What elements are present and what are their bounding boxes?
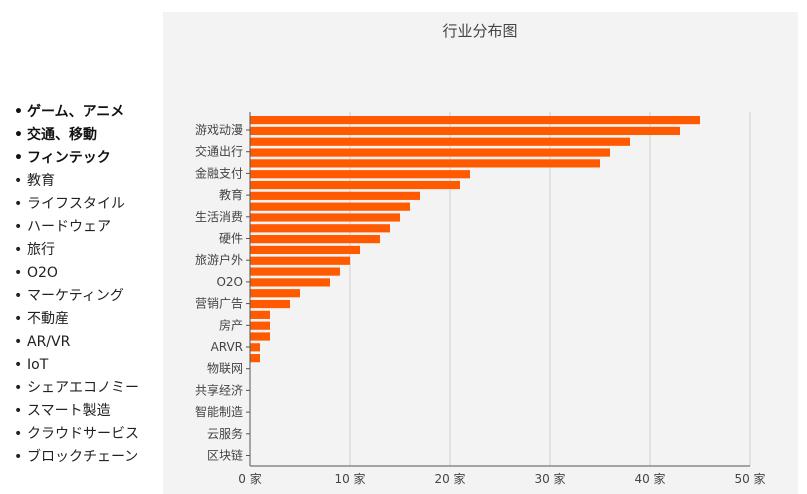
sidebar-item-label: マーケティング xyxy=(27,288,124,304)
bar xyxy=(250,235,380,244)
sidebar-item: • マーケティング xyxy=(14,285,139,308)
sidebar-item: • AR/VR xyxy=(14,331,139,354)
bullet-icon: • xyxy=(14,380,23,396)
bullet-icon: • xyxy=(14,357,23,373)
bar xyxy=(250,213,400,222)
bullet-icon: • xyxy=(14,449,23,465)
bullet-icon: • xyxy=(14,219,23,235)
chart-panel: 行业分布图 0 家 10 家 20 家 30 家 40 家 50 家 游戏动漫交通出行金融支… xyxy=(163,12,798,494)
y-tick-label: 物联网 xyxy=(207,362,243,376)
sidebar-item-label: スマート製造 xyxy=(27,403,111,419)
bullet-icon: • xyxy=(14,196,23,212)
bar xyxy=(250,245,360,255)
bar xyxy=(250,332,270,341)
bar xyxy=(250,299,290,309)
bullet-icon: • xyxy=(14,242,23,258)
sidebar-item-label: 不動産 xyxy=(27,311,69,327)
bar xyxy=(250,202,410,211)
y-tick-label: 房产 xyxy=(219,317,243,332)
bullet-icon: • xyxy=(14,104,23,120)
sidebar-item: • クラウドサービス xyxy=(14,423,139,446)
sidebar-item: • フィンテック xyxy=(14,147,139,170)
y-tick-label: ARVR xyxy=(211,340,243,354)
bar xyxy=(250,278,330,287)
x-tick-label: 30 家 xyxy=(534,471,565,486)
chart-title: 行业分布图 xyxy=(442,22,517,40)
y-tick-label: 游戏动漫 xyxy=(195,123,243,137)
bullet-icon: • xyxy=(14,311,23,327)
sidebar-item-label: IoT xyxy=(27,357,49,373)
bar-layer xyxy=(250,116,700,363)
bar xyxy=(250,224,390,233)
sidebar-item: • ゲーム、アニメ xyxy=(14,101,139,124)
bar xyxy=(250,148,610,157)
sidebar-item-label: ブロックチェーン xyxy=(27,449,139,465)
bullet-icon: • xyxy=(14,265,23,281)
sidebar-list: • ゲーム、アニメ • 交通、移動 • フィンテック • 教育 • ライフスタイル • ハードウェア •… xyxy=(14,101,139,469)
sidebar-item-label: 交通、移動 xyxy=(27,127,97,143)
x-tick-label: 40 家 xyxy=(634,471,665,486)
bar xyxy=(250,343,260,352)
y-tick-label: 智能制造 xyxy=(195,404,243,419)
bar xyxy=(250,159,600,168)
bar xyxy=(250,116,700,125)
bar xyxy=(250,137,630,146)
bar xyxy=(250,267,340,276)
bar xyxy=(250,289,300,298)
sidebar-item-label: 旅行 xyxy=(27,242,55,258)
bar xyxy=(250,354,260,363)
sidebar-item-label: AR/VR xyxy=(27,334,71,350)
x-tick-label: 10 家 xyxy=(334,471,365,486)
bar xyxy=(250,170,470,179)
sidebar-item-label: O2O xyxy=(27,265,58,281)
sidebar-item: • 不動産 xyxy=(14,308,139,331)
bullet-icon: • xyxy=(14,334,23,350)
bullet-icon: • xyxy=(14,173,23,189)
sidebar-item-label: ハードウェア xyxy=(27,219,111,235)
bar xyxy=(250,126,680,136)
sidebar-item-label: フィンテック xyxy=(27,150,111,166)
sidebar-item-label: クラウドサービス xyxy=(27,426,139,442)
sidebar-item-label: シェアエコノミー xyxy=(27,380,139,396)
sidebar-item: • 旅行 xyxy=(14,239,139,262)
bar xyxy=(250,191,420,200)
x-tick-label: 50 家 xyxy=(734,471,765,486)
y-tick-label: 旅游户外 xyxy=(195,252,243,267)
bar xyxy=(250,180,460,190)
bullet-icon: • xyxy=(14,403,23,419)
y-tick-label: 教育 xyxy=(219,187,243,202)
industry-bar-chart: 行业分布图 0 家 10 家 20 家 30 家 40 家 50 家 游戏动漫交通出行金融支… xyxy=(195,22,766,486)
y-tick-label: 营销广告 xyxy=(195,297,243,311)
sidebar-item: • スマート製造 xyxy=(14,400,139,423)
y-tick-label: O2O xyxy=(216,275,243,289)
bar xyxy=(250,310,270,319)
y-tick-label: 金融支付 xyxy=(195,165,243,180)
y-tick-label: 共享经济 xyxy=(195,382,243,397)
bullet-icon: • xyxy=(14,426,23,442)
bar xyxy=(250,321,270,330)
y-tick-label: 生活消费 xyxy=(195,210,243,224)
sidebar-item: • ハードウェア xyxy=(14,216,139,239)
sidebar-item: • 教育 xyxy=(14,170,139,193)
y-tick-label: 硬件 xyxy=(219,232,243,246)
x-tick-label: 0 家 xyxy=(238,471,261,486)
bar xyxy=(250,256,350,265)
y-tick-label: 云服务 xyxy=(207,426,243,441)
axis-layer: 0 家 10 家 20 家 30 家 40 家 50 家 游戏动漫交通出行金融支付教育生活消… xyxy=(195,112,766,486)
x-tick-label: 20 家 xyxy=(434,471,465,486)
sidebar-item-label: 教育 xyxy=(27,173,55,189)
bullet-icon: • xyxy=(14,288,23,304)
y-tick-label: 交通出行 xyxy=(195,144,243,159)
sidebar-item: • ブロックチェーン xyxy=(14,446,139,469)
sidebar-item: • ライフスタイル xyxy=(14,193,139,216)
bullet-icon: • xyxy=(14,127,23,143)
sidebar-item: • O2O xyxy=(14,262,139,285)
sidebar-item: • 交通、移動 xyxy=(14,124,139,147)
sidebar-item-label: ライフスタイル xyxy=(27,196,125,212)
y-tick-label: 区块链 xyxy=(207,448,243,463)
sidebar-item: • シェアエコノミー xyxy=(14,377,139,400)
sidebar-item: • IoT xyxy=(14,354,139,377)
bullet-icon: • xyxy=(14,150,23,166)
sidebar-item-label: ゲーム、アニメ xyxy=(27,104,125,120)
